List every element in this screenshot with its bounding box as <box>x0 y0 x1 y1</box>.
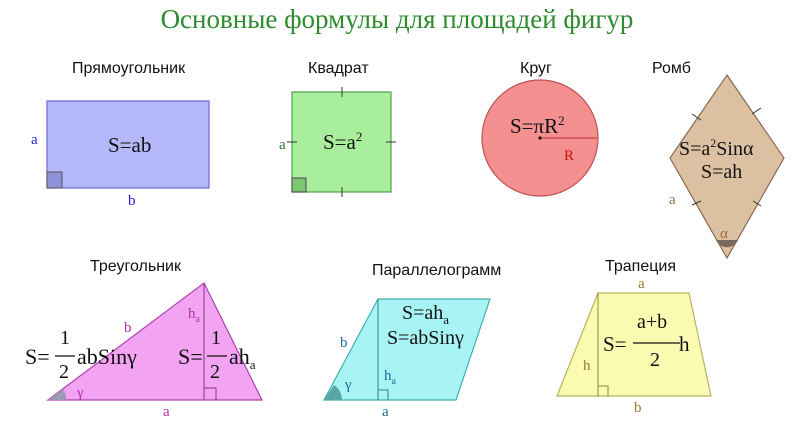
triangle-side-a: a <box>163 404 170 420</box>
parallelogram-angle-arc <box>324 385 343 400</box>
trapezoid-side-b: b <box>634 400 642 416</box>
rhombus-title: Ромб <box>652 60 691 77</box>
triangle-side-b: b <box>124 320 132 336</box>
parallelogram-shape <box>322 298 491 401</box>
trapezoid-title: Трапеция <box>605 258 676 275</box>
parallelogram-formula-2: S=abSinγ <box>387 327 464 349</box>
page-title: Основные формулы для площадей фигур <box>160 4 634 34</box>
trapezoid-shape <box>556 292 712 397</box>
triangle-title: Треугольник <box>90 258 181 275</box>
square-right-angle <box>291 177 307 193</box>
trapezoid-height-label: h <box>583 358 591 374</box>
square-side-a: a <box>279 137 286 153</box>
parallelogram-side-b: b <box>340 335 348 351</box>
rhombus-formula-2: S=ah <box>701 161 742 183</box>
trapezoid-figure: S= a+b 2 h a b h <box>556 276 712 416</box>
rectangle-formula: S=ab <box>108 133 151 157</box>
circle-formula: S=πR2 <box>510 113 565 138</box>
trapezoid-numerator: a+b <box>637 311 667 333</box>
circle-title: Круг <box>520 60 552 77</box>
triangle-angle-arc <box>48 389 67 400</box>
trapezoid-right-angle <box>598 385 609 396</box>
rectangle-shape <box>46 100 210 189</box>
triangle-f1-tail: abSinγ <box>77 344 137 369</box>
rhombus-formula-1: S=a2Sinα <box>679 136 754 160</box>
rhombus-angle-arc <box>716 240 738 248</box>
triangle-figure: S= 1 2 abSinγ S= 1 2 aha b a ha γ <box>25 282 263 420</box>
rectangle-side-a: a <box>31 132 38 148</box>
triangle-right-angle <box>204 387 217 400</box>
triangle-f2-num: 1 <box>211 327 221 349</box>
triangle-f1-den: 2 <box>59 361 69 383</box>
triangle-f1-num: 1 <box>60 327 70 349</box>
rhombus-side-a: a <box>669 192 676 208</box>
trapezoid-tail: h <box>679 332 690 356</box>
parallelogram-title: Параллелограмм <box>372 262 502 279</box>
square-title: Квадрат <box>308 60 369 77</box>
triangle-f1-prefix: S= <box>25 344 50 369</box>
rectangle-figure: S=ab a b <box>31 100 210 209</box>
triangle-angle-label: γ <box>76 385 84 401</box>
rhombus-shape <box>669 73 785 260</box>
triangle-f2-prefix: S= <box>178 344 203 369</box>
triangle-f2-den: 2 <box>210 361 220 383</box>
parallelogram-formula-1: S=aha <box>402 302 449 327</box>
parallelogram-right-angle <box>378 389 389 400</box>
rhombus-figure: S=a2Sinα S=ah a α <box>669 73 785 260</box>
trapezoid-prefix: S= <box>603 332 627 356</box>
rectangle-right-angle <box>46 171 63 189</box>
trapezoid-side-a: a <box>638 276 645 292</box>
parallelogram-side-a: a <box>382 404 389 420</box>
rectangle-side-b: b <box>128 193 136 209</box>
triangle-height-label: ha <box>188 306 201 325</box>
trapezoid-denominator: 2 <box>650 349 660 371</box>
triangle-f2-tail: aha <box>229 344 256 372</box>
square-figure: S=a2 a <box>279 87 396 197</box>
parallelogram-angle-label: γ <box>344 377 352 393</box>
rhombus-angle-label: α <box>720 226 728 242</box>
parallelogram-height-label: ha <box>384 368 397 387</box>
triangle-shape <box>46 282 263 401</box>
circle-radius-label: R <box>564 148 574 164</box>
square-formula: S=a2 <box>323 129 362 154</box>
circle-figure: S=πR2 R <box>481 79 599 197</box>
rectangle-title: Прямоугольник <box>72 60 186 77</box>
parallelogram-figure: S=aha S=abSinγ b a ha γ <box>322 298 491 420</box>
